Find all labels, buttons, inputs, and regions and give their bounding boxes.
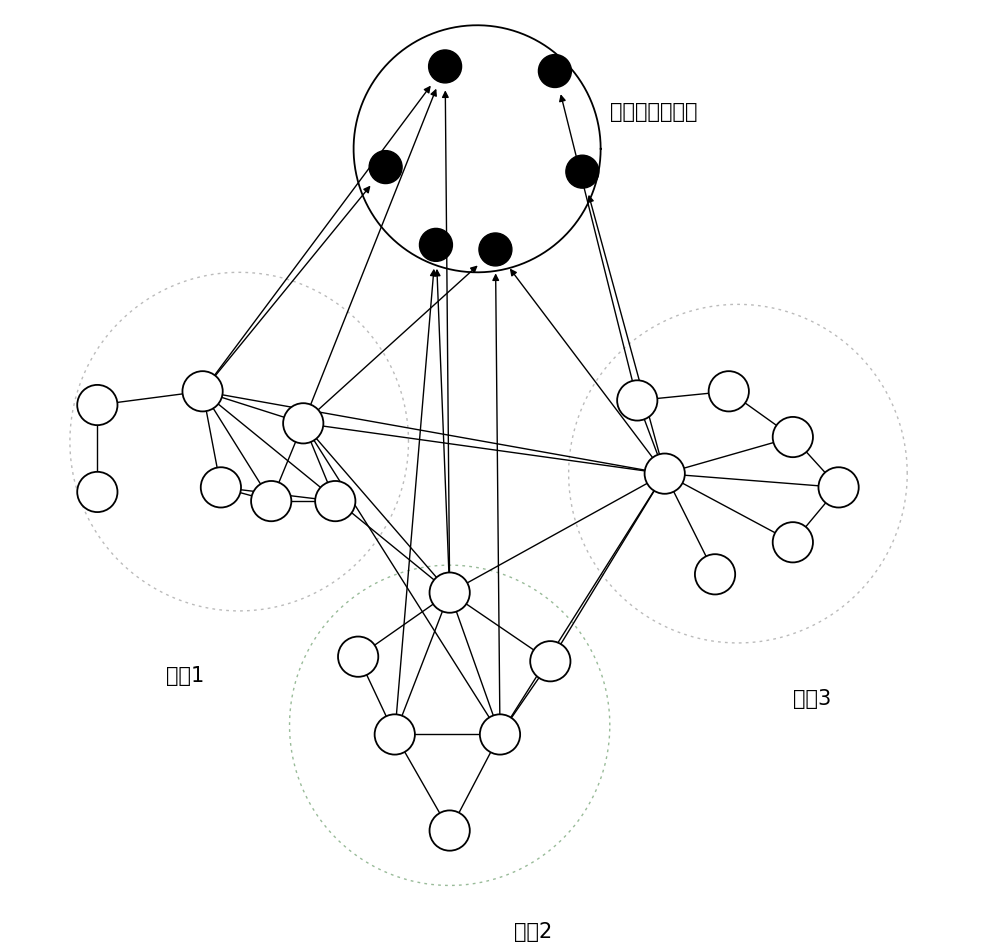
Circle shape — [338, 637, 378, 677]
Circle shape — [375, 715, 415, 754]
Circle shape — [645, 454, 685, 493]
Circle shape — [430, 572, 470, 613]
Circle shape — [430, 810, 470, 850]
Circle shape — [77, 472, 117, 512]
Circle shape — [773, 522, 813, 563]
Circle shape — [201, 467, 241, 508]
Circle shape — [369, 151, 402, 183]
Circle shape — [315, 481, 355, 521]
Circle shape — [182, 371, 223, 412]
Circle shape — [773, 417, 813, 457]
Circle shape — [538, 54, 571, 87]
Circle shape — [429, 50, 462, 83]
Text: 社区3: 社区3 — [793, 689, 831, 709]
Circle shape — [530, 642, 570, 681]
Circle shape — [818, 467, 859, 508]
Circle shape — [695, 554, 735, 594]
Circle shape — [77, 385, 117, 425]
Circle shape — [480, 715, 520, 754]
Text: 社区2: 社区2 — [514, 922, 552, 942]
Circle shape — [283, 403, 323, 443]
Circle shape — [419, 229, 452, 261]
Text: 社区1: 社区1 — [166, 666, 204, 686]
Circle shape — [709, 371, 749, 412]
Circle shape — [251, 481, 291, 521]
Circle shape — [566, 156, 599, 188]
Text: 热点关键词集合: 热点关键词集合 — [610, 102, 697, 122]
Circle shape — [617, 381, 657, 420]
Circle shape — [479, 233, 512, 266]
